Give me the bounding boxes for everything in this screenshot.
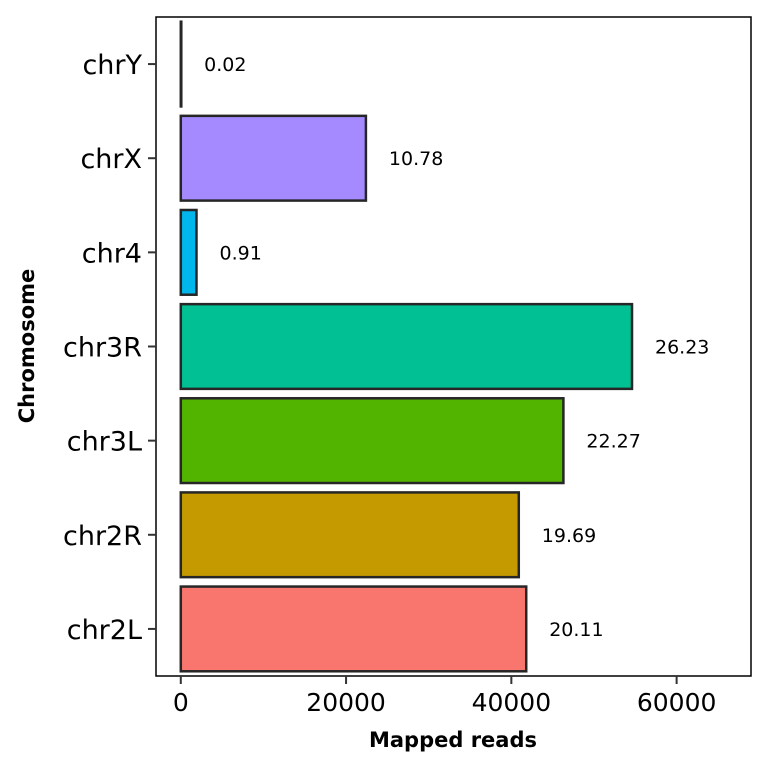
y-tick-label-chr3R: chr3R <box>63 333 142 364</box>
y-tick-label-chr3L: chr3L <box>67 427 142 458</box>
x-tick-label-20000: 20000 <box>306 688 386 717</box>
x-axis-title: Mapped reads <box>369 728 537 752</box>
y-tick-label-chrX: chrX <box>80 144 142 175</box>
data-label-chr2L: 20.11 <box>549 619 603 641</box>
bar-chr2R <box>179 491 521 579</box>
data-label-chr3R: 26.23 <box>655 337 709 359</box>
x-tick-label-0: 0 <box>173 688 189 717</box>
data-label-chrX: 10.78 <box>389 148 443 170</box>
y-tick-label-chr4: chr4 <box>82 238 142 269</box>
bars-layer <box>179 20 634 673</box>
y-axis-title: Chromosome <box>15 269 39 424</box>
y-tick-label-chr2R: chr2R <box>63 521 142 552</box>
y-tick-label-chr2L: chr2L <box>67 615 142 646</box>
data-label-chrY: 0.02 <box>204 54 246 76</box>
data-labels-layer: 20.11 19.69 22.27 26.23 0.91 10.78 0.02 <box>204 54 709 641</box>
bar-chr3L <box>179 397 565 485</box>
x-axis: 0 20000 40000 60000 <box>173 676 717 717</box>
x-tick-label-60000: 60000 <box>637 688 717 717</box>
y-axis: chr2L chr2R chr3L chr3R chr4 chrX chrY <box>63 50 156 646</box>
bar-chrY <box>179 20 183 108</box>
data-label-chr2R: 19.69 <box>542 525 596 547</box>
x-tick-label-40000: 40000 <box>472 688 552 717</box>
bar-chrX <box>179 114 368 202</box>
data-label-chr3L: 22.27 <box>586 431 640 453</box>
data-label-chr4: 0.91 <box>219 242 261 264</box>
bar-chr3R <box>179 302 634 391</box>
bar-chr2L <box>179 585 528 673</box>
bar-chr4 <box>179 208 198 296</box>
y-tick-label-chrY: chrY <box>82 50 142 81</box>
